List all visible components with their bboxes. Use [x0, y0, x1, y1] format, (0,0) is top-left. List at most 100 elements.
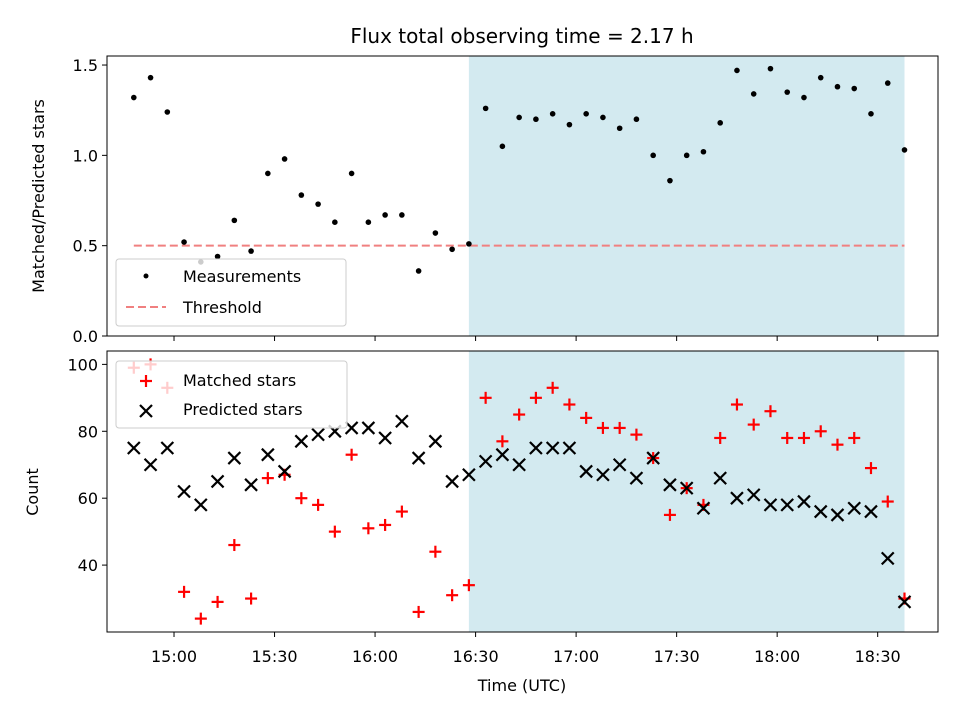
- matched-star-point: [663, 508, 676, 521]
- matched-star-point: [312, 498, 325, 511]
- measurement-point: [248, 248, 254, 254]
- matched-star-point: [814, 425, 827, 438]
- bottom-ytick-label: 40: [78, 556, 98, 575]
- matched-star-point: [211, 595, 224, 608]
- matched-star-point: [328, 525, 341, 538]
- predicted-star-point: [261, 447, 275, 462]
- legend-predicted-label: Predicted stars: [183, 400, 303, 419]
- matched-star-point: [261, 472, 274, 485]
- matched-star-point: [848, 431, 861, 444]
- measurement-point: [298, 192, 305, 198]
- predicted-star-point: [746, 488, 761, 502]
- top-shaded-span: [468, 56, 905, 336]
- matched-star-point: [864, 462, 877, 475]
- bottom-x-ticks: 15:00 15:30 16:00 16:30 17:00 17:30 18:00 18:30: [151, 632, 901, 666]
- xtick-label: 16:00: [352, 647, 398, 666]
- predicted-star-point: [478, 454, 493, 469]
- matched-star-point: [496, 435, 509, 448]
- matched-star-point: [446, 589, 459, 602]
- predicted-star-point: [897, 595, 912, 609]
- predicted-star-point: [713, 471, 727, 485]
- predicted-star-point: [797, 494, 811, 509]
- matched-star-point: [479, 391, 492, 404]
- measurement-point: [131, 94, 137, 101]
- matched-star-point: [513, 408, 526, 421]
- predicted-stars-points: [127, 414, 912, 609]
- measurement-point: [633, 116, 640, 123]
- measurement-point: [566, 121, 573, 128]
- predicted-star-point: [210, 474, 225, 489]
- matched-star-point: [546, 381, 559, 394]
- measurement-point: [868, 111, 874, 117]
- matched-star-point: [194, 612, 207, 625]
- predicted-star-point: [730, 491, 744, 505]
- measurement-point: [332, 219, 338, 225]
- top-ytick-label: 1.0: [73, 146, 98, 165]
- measurement-point: [482, 105, 489, 112]
- bottom-y-ticks: 40 60 80 100: [67, 355, 107, 575]
- measurement-point: [683, 152, 690, 159]
- predicted-star-point: [277, 464, 292, 479]
- top-ytick-label: 0.5: [73, 237, 98, 256]
- matched-star-point: [462, 579, 475, 592]
- measurement-point: [415, 268, 422, 274]
- measurement-point: [884, 80, 891, 86]
- matched-star-point: [613, 421, 626, 434]
- predicted-star-point: [830, 508, 845, 522]
- top-axes-frame: [106, 55, 939, 337]
- matched-star-point: [714, 431, 727, 444]
- measurement-point: [784, 89, 791, 95]
- predicted-star-point: [344, 421, 359, 435]
- top-ytick-label: 0.0: [73, 327, 98, 346]
- measurement-point: [265, 170, 271, 177]
- top-y-axis-label: Matched/Predicted stars: [29, 99, 48, 293]
- predicted-star-point: [579, 464, 593, 479]
- measurement-point: [801, 94, 807, 101]
- measurement-point: [181, 239, 187, 245]
- matched-star-point: [379, 518, 392, 531]
- matched-star-point: [596, 421, 609, 434]
- predicted-star-point: [495, 447, 510, 462]
- measurement-point: [650, 152, 656, 159]
- legend-predicted-marker: [139, 404, 153, 418]
- matched-star-point: [178, 585, 191, 598]
- xtick-label: 18:30: [855, 647, 901, 666]
- xtick-label: 17:00: [553, 647, 599, 666]
- measurement-point: [667, 177, 673, 184]
- predicted-star-point: [864, 504, 878, 519]
- measurement-point: [466, 241, 472, 247]
- matched-star-point: [764, 405, 777, 418]
- matched-star-point: [228, 539, 241, 552]
- predicted-star-point: [428, 434, 443, 449]
- bottom-axes-frame: [106, 350, 939, 633]
- predicted-star-point: [880, 551, 895, 566]
- chart-title: Flux total observing time = 2.17 h: [350, 24, 693, 48]
- bottom-y-axis-label: Count: [23, 468, 42, 516]
- measurement-point: [750, 91, 757, 97]
- measurement-point: [499, 143, 506, 150]
- predicted-star-point: [127, 441, 141, 455]
- matched-star-point: [295, 492, 308, 505]
- measurement-point: [549, 111, 556, 117]
- predicted-star-point: [679, 481, 694, 495]
- matched-star-point: [881, 495, 894, 508]
- measurement-point: [281, 156, 288, 162]
- measurement-point: [231, 217, 238, 224]
- x-axis-label: Time (UTC): [477, 676, 566, 695]
- top-x-ticks: [173, 336, 879, 341]
- bottom-panel: 40 60 80 100 15:00 15:30 16:00 16:30 17:00 17:30…: [23, 350, 939, 695]
- matched-star-point: [345, 448, 358, 461]
- measurement-point: [449, 246, 455, 253]
- xtick-label: 17:30: [654, 647, 700, 666]
- xtick-label: 15:00: [151, 647, 197, 666]
- matched-star-point: [781, 431, 794, 444]
- measurement-point: [399, 212, 405, 218]
- measurement-point: [600, 114, 606, 121]
- predicted-star-point: [160, 441, 175, 455]
- xtick-label: 16:30: [453, 647, 499, 666]
- matched-star-point: [797, 431, 810, 444]
- predicted-star-point: [512, 457, 526, 472]
- bottom-ytick-label: 100: [67, 355, 98, 374]
- measurement-point: [365, 219, 372, 225]
